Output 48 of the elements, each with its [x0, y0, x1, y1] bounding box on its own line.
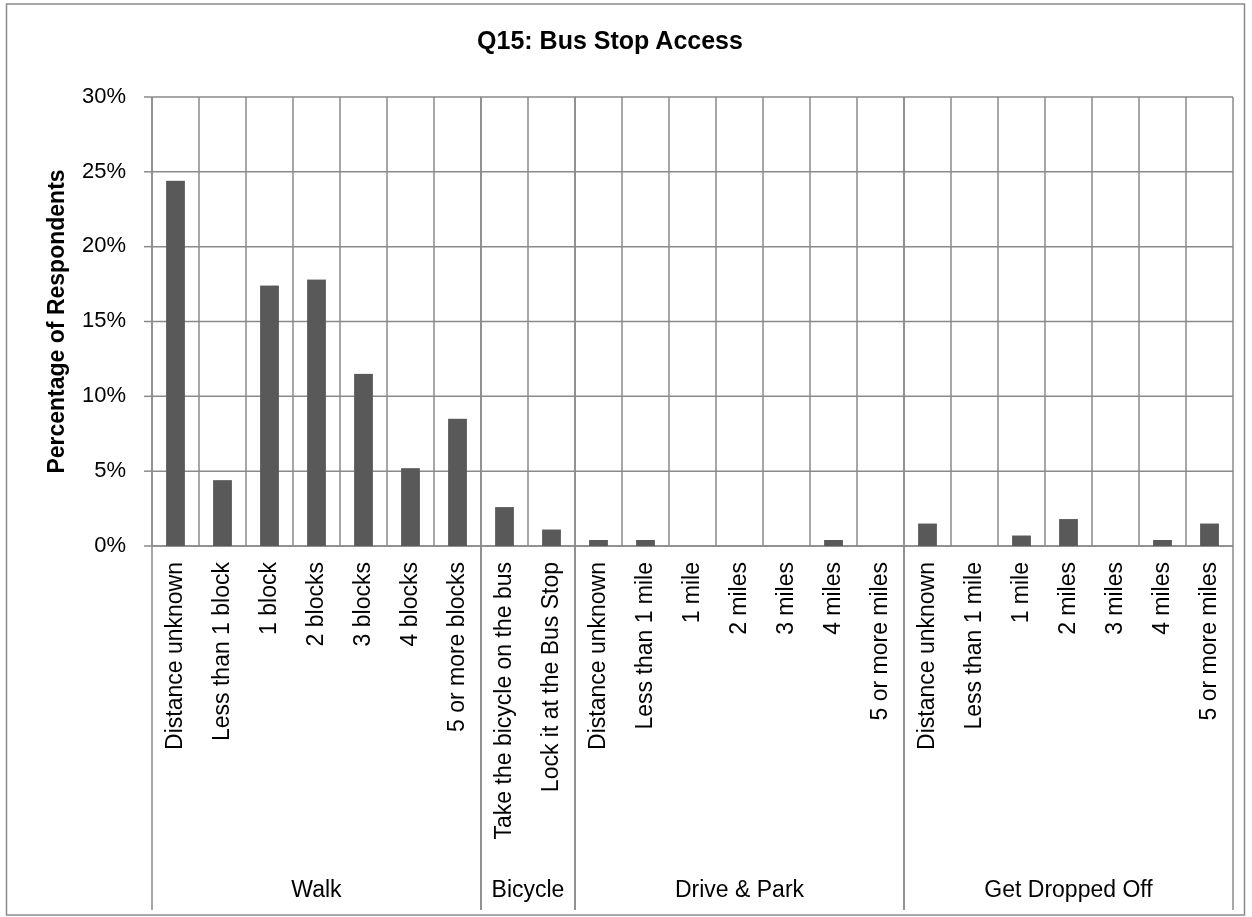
x-axis-title: Drive & Park [674, 876, 805, 902]
y-tick-label: 25% [81, 157, 126, 183]
x-tick-label: Distance unknown [160, 562, 187, 750]
x-axis-title: Bicycle [491, 876, 565, 902]
x-tick-label: 2 miles [724, 562, 751, 635]
y-tick-label: 0% [94, 531, 126, 557]
bar [166, 180, 185, 546]
bar [1153, 540, 1172, 546]
x-tick-label: Lock it at the Bus Stop [536, 562, 563, 793]
x-tick-label: 5 or more blocks [442, 562, 469, 733]
x-tick-label: 1 block [254, 561, 281, 635]
x-tick-label: 4 miles [818, 562, 845, 635]
x-tick-label: 2 blocks [301, 562, 328, 647]
x-axis-title: Get Dropped Off [984, 876, 1154, 902]
x-tick-label: Take the bicycle on the bus [489, 562, 516, 840]
x-tick-label: 2 miles [1053, 562, 1080, 635]
y-tick-label: 30% [81, 82, 126, 108]
bar [448, 418, 467, 546]
y-axis-title: Percentage of Respondents [43, 169, 70, 474]
x-tick-label: 3 miles [771, 562, 798, 635]
y-tick-label: 20% [81, 232, 126, 258]
x-axis-title: Walk [291, 876, 343, 902]
x-tick-label: 3 blocks [348, 562, 375, 647]
bar [1012, 535, 1031, 546]
x-tick-label: Distance unknown [583, 562, 610, 750]
y-tick-label: 15% [81, 307, 126, 333]
x-tick-label: 4 miles [1147, 562, 1174, 635]
bar [307, 279, 326, 546]
x-tick-label: Less than 1 block [207, 561, 234, 742]
x-tick-label: 3 miles [1100, 562, 1127, 635]
bar [1059, 519, 1078, 546]
x-tick-label: Less than 1 mile [959, 562, 986, 730]
bar [918, 523, 937, 546]
bar [213, 480, 232, 546]
text: Q15: Bus Stop Access [477, 26, 743, 54]
x-tick-label: Less than 1 mile [630, 562, 657, 730]
x-tick-label: 1 mile [1006, 562, 1033, 624]
y-tick-label: 10% [81, 382, 126, 408]
x-tick-label: 5 or more miles [865, 562, 892, 721]
bar [260, 285, 279, 546]
y-tick-label: 5% [94, 456, 126, 482]
x-tick-label: Distance unknown [912, 562, 939, 750]
bar [401, 468, 420, 546]
bar [354, 373, 373, 546]
bar [1200, 523, 1219, 546]
x-tick-label: 4 blocks [395, 562, 422, 647]
x-tick-label: 5 or more miles [1194, 562, 1221, 721]
x-tick-label: 1 mile [677, 562, 704, 624]
